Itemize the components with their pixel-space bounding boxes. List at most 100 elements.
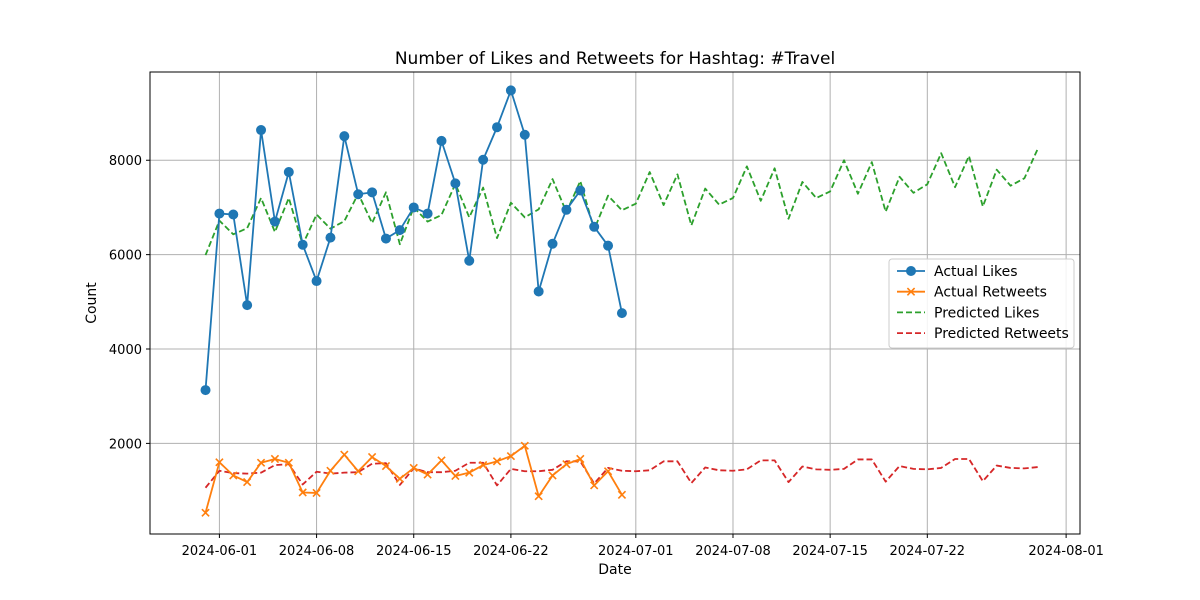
data-point-actual-retweets [534,492,543,501]
data-point-actual-retweets [229,471,238,480]
data-point-actual-retweets [298,488,307,497]
data-point-actual-likes [492,122,503,133]
data-point-actual-likes [561,204,572,215]
data-point-actual-likes [478,154,489,165]
data-point-actual-likes [283,167,294,178]
series-actual-likes [200,85,627,396]
data-point-actual-retweets [409,463,418,473]
x-tick-label: 2024-06-15 [376,544,452,559]
data-point-actual-retweets [590,481,599,490]
x-tick-label: 2024-06-01 [182,544,258,559]
data-point-actual-retweets [340,450,349,459]
series-predicted-likes [204,147,1040,256]
x-tick-label: 2024-06-22 [473,544,549,559]
y-tick-label: 6000 [109,249,142,264]
data-point-actual-likes [603,240,614,251]
x-tick-label: 2024-07-01 [598,544,674,559]
data-point-actual-likes [616,308,627,319]
grid [150,72,1080,534]
legend-marker [906,287,916,296]
data-point-actual-retweets [326,466,335,475]
data-point-actual-retweets [492,457,502,466]
data-point-actual-likes [325,232,336,243]
legend-label: Predicted Likes [934,305,1039,321]
y-axis-label: Count [84,282,100,324]
data-point-actual-retweets [395,474,405,483]
ticks: 2024-06-01 2024-06-08 2024-06-15 2024-06-22… [109,154,1104,559]
data-point-actual-retweets [506,451,516,461]
legend-item-actual-retweets: Actual Retweets [897,285,1047,301]
data-point-actual-likes [380,233,391,244]
y-tick-label: 4000 [109,343,142,358]
legend-label: Predicted Retweets [934,326,1069,342]
data-point-actual-likes [547,238,558,249]
data-point-actual-likes [589,221,600,232]
data-point-actual-likes [450,178,461,189]
legend-item-actual-likes: Actual Likes [897,264,1018,280]
data-point-actual-likes [464,255,475,266]
x-axis-label: Date [598,562,631,578]
x-tick-label: 2024-07-08 [695,544,771,559]
data-point-actual-likes [256,125,267,136]
chart-title: Number of Likes and Retweets for Hashtag… [395,49,835,69]
data-point-actual-likes [214,208,225,219]
data-point-actual-retweets [617,490,627,499]
data-point-actual-likes [339,131,350,142]
data-point-actual-retweets [423,470,432,479]
data-point-actual-retweets [548,471,557,480]
x-tick-label: 2024-06-08 [279,544,355,559]
data-point-actual-likes [200,385,211,396]
data-point-actual-retweets [381,461,391,471]
data-point-actual-retweets [478,460,488,470]
data-point-actual-retweets [312,488,321,498]
data-point-actual-likes [575,185,586,196]
legend-label: Actual Likes [934,264,1018,280]
data-point-actual-retweets [367,452,377,462]
series-actual-retweets [201,441,627,517]
data-point-actual-likes [408,202,419,213]
data-point-actual-likes [533,286,544,297]
data-point-actual-retweets [215,458,224,467]
x-tick-label: 2024-08-01 [1028,544,1104,559]
x-tick-label: 2024-07-15 [792,544,868,559]
data-point-actual-retweets [242,477,252,487]
data-point-actual-likes [297,239,308,250]
data-point-actual-likes [367,187,378,198]
data-point-actual-likes [311,276,322,287]
legend-item-predicted-retweets: Predicted Retweets [897,326,1069,342]
data-point-actual-likes [505,85,516,96]
data-point-actual-retweets [201,508,210,517]
legend-marker [906,266,916,276]
legend-label: Actual Retweets [934,285,1047,301]
data-point-actual-retweets [270,454,280,464]
data-point-actual-retweets [465,468,474,477]
data-point-actual-likes [228,209,239,220]
data-point-actual-retweets [520,441,529,450]
data-point-actual-likes [519,129,530,140]
data-point-actual-retweets [437,456,446,465]
series-line-predicted-likes [204,147,1040,256]
data-point-actual-likes [422,208,433,219]
data-point-actual-retweets [576,454,585,464]
series-predicted-retweets [204,458,1039,489]
data-point-actual-likes [269,216,280,227]
data-point-actual-retweets [562,459,571,469]
legend: Actual Likes Actual Retweets Predicted Lik… [888,258,1075,349]
data-point-actual-retweets [603,467,613,476]
series-line-predicted-retweets [204,458,1039,489]
data-point-actual-likes [436,135,447,146]
y-tick-label: 8000 [109,154,142,169]
legend-box [888,258,1075,349]
data-point-actual-retweets [354,467,363,476]
data-point-actual-retweets [284,458,293,467]
x-tick-label: 2024-07-22 [890,544,966,559]
legend-item-predicted-likes: Predicted Likes [897,305,1039,321]
plot-frame [149,71,1081,535]
data-point-actual-likes [353,189,364,200]
data-point-actual-retweets [451,471,460,481]
data-point-actual-likes [242,300,253,311]
y-tick-label: 2000 [109,437,142,452]
series-layer [200,85,1040,517]
data-point-actual-likes [394,225,405,236]
